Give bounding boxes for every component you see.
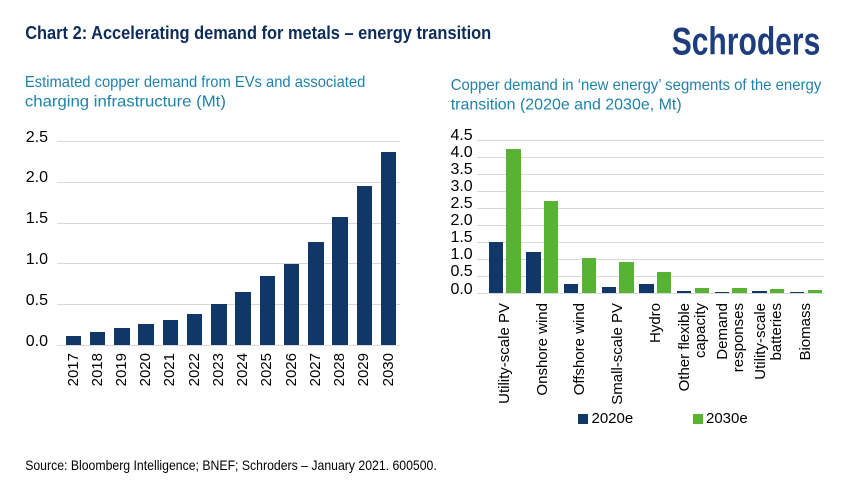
svg-text:transition (2020e and 2030e, M: transition (2020e and 2030e, Mt) [451,97,682,114]
svg-text:Schroders: Schroders [672,21,821,64]
svg-text:Copper demand in ‘new energy’: Copper demand in ‘new energy’ segments o… [451,77,822,94]
svg-text:Source: Bloomberg Intelligence: Source: Bloomberg Intelligence; BNEF; Sc… [25,457,437,473]
svg-text:Chart 2: Accelerating demand f: Chart 2: Accelerating demand for metals … [25,23,491,43]
svg-text:Estimated copper demand from E: Estimated copper demand from EVs and ass… [25,74,365,91]
svg-text:charging infrastructure (Mt): charging infrastructure (Mt) [25,93,226,110]
